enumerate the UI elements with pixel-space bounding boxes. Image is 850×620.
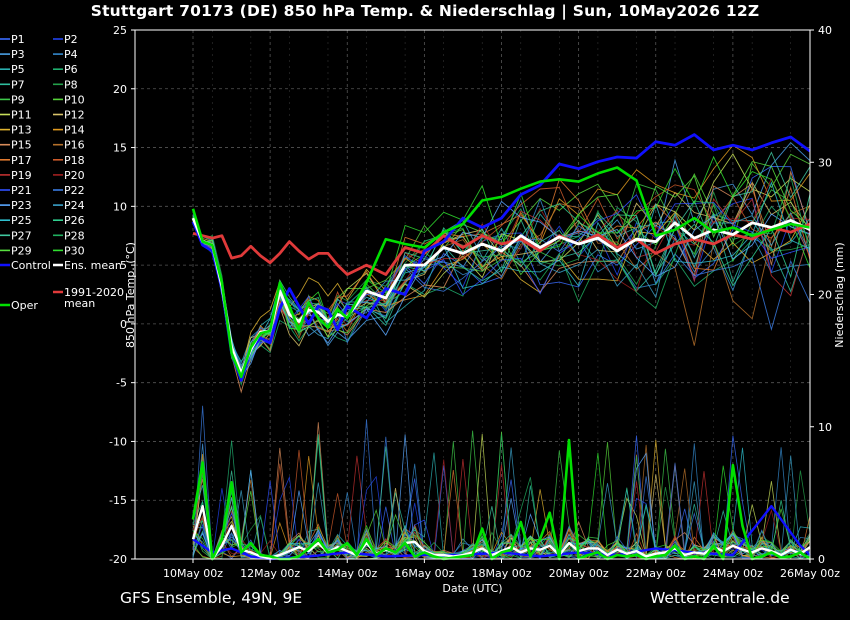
precip-control [192,504,811,561]
legend-label: P21 [11,184,32,197]
y2-tick-label: 40 [818,24,832,37]
ensemble-line [192,151,811,372]
x-axis-label: Date (UTC) [442,582,502,595]
legend-label: P15 [11,139,32,152]
legend-label: P1 [11,33,25,46]
legend-label: P13 [11,124,32,137]
legend-label: P12 [64,109,85,122]
legend-label: P28 [64,229,85,242]
legend: P1 P2 P3 P4 P5 P6 P7 P8 P9 P10 P11 P12 P13 P14 P15 P16 P… [0,33,124,312]
legend-label: 1991-2020 [64,286,124,299]
legend-label: P30 [64,244,85,257]
y-tick-label: -10 [109,435,127,448]
legend-label: P6 [64,63,78,76]
x-tick-label: 10May 00z [163,567,223,580]
y2-axis-label: Niederschlag (mm) [833,242,846,347]
x-tick-label: 24May 00z [703,567,763,580]
legend-label: P8 [64,78,78,91]
legend-label: Oper [11,299,38,312]
y2-tick-label: 20 [818,289,832,302]
chart-title: Stuttgart 70173 (DE) 850 hPa Temp. & Nie… [90,2,760,20]
legend-label: P26 [64,214,85,227]
legend-label: P20 [64,169,85,182]
y-tick-label: -20 [109,553,127,566]
legend-label: P27 [11,229,32,242]
legend-label: P29 [11,244,32,257]
legend-label: P19 [11,169,32,182]
x-tick-label: 22May 00z [626,567,686,580]
legend-label: Ens. mean [64,259,122,272]
y-tick-label: 25 [113,24,127,37]
legend-label: P3 [11,48,25,61]
x-tick-label: 12May 00z [240,567,300,580]
y-axis-label: 850 hPa Temp. (°C) [124,242,137,348]
grid-lines [135,30,811,559]
main-series [191,133,811,561]
x-tick-label: 16May 00z [394,567,454,580]
x-tick-label: 18May 00z [471,567,531,580]
x-tick-label: 20May 00z [549,567,609,580]
y-tick-label: 15 [113,142,127,155]
y2-tick-label: 0 [818,553,825,566]
legend-label: P17 [11,154,32,167]
y-tick-label: 5 [120,259,127,272]
ensemble-line [192,204,811,374]
x-tick-label: 14May 00z [317,567,377,580]
precip-oper [191,438,811,561]
model-label: GFS Ensemble, 49N, 9E [120,589,303,607]
y-tick-label: 20 [113,83,127,96]
series-control [191,133,811,382]
legend-label: P4 [64,48,78,61]
plot-frame [134,29,811,560]
y-tick-label: 10 [113,200,127,213]
legend-label: P25 [11,214,32,227]
legend-label: P23 [11,199,32,212]
series-oper [191,166,811,379]
y-tick-label: -5 [116,377,127,390]
legend-label: P16 [64,139,85,152]
y2-tick-label: 30 [818,156,832,169]
y-tick-label: 0 [120,318,127,331]
legend-label: P9 [11,93,25,106]
legend-label: P24 [64,199,85,212]
y-tick-label: -15 [109,494,127,507]
source-label: Wetterzentrale.de [650,589,790,607]
ensemble-line [192,216,811,370]
x-tick-label: 26May 00z [780,567,840,580]
legend-label: Control [11,259,51,272]
legend-label: P18 [64,154,85,167]
legend-label: P2 [64,33,78,46]
y2-tick-label: 10 [818,421,832,434]
ensemble-line [192,177,811,384]
axes: 25 20 15 10 5 0 -5 -10 -15 -20 10May 00z 12May 00z 1… [109,24,846,595]
legend-label: P22 [64,184,85,197]
legend-label: P11 [11,109,32,122]
legend-label: P14 [64,124,85,137]
legend-label: P7 [11,78,25,91]
legend-label: P5 [11,63,25,76]
legend-label: P10 [64,93,85,106]
legend-label: mean [64,297,95,310]
